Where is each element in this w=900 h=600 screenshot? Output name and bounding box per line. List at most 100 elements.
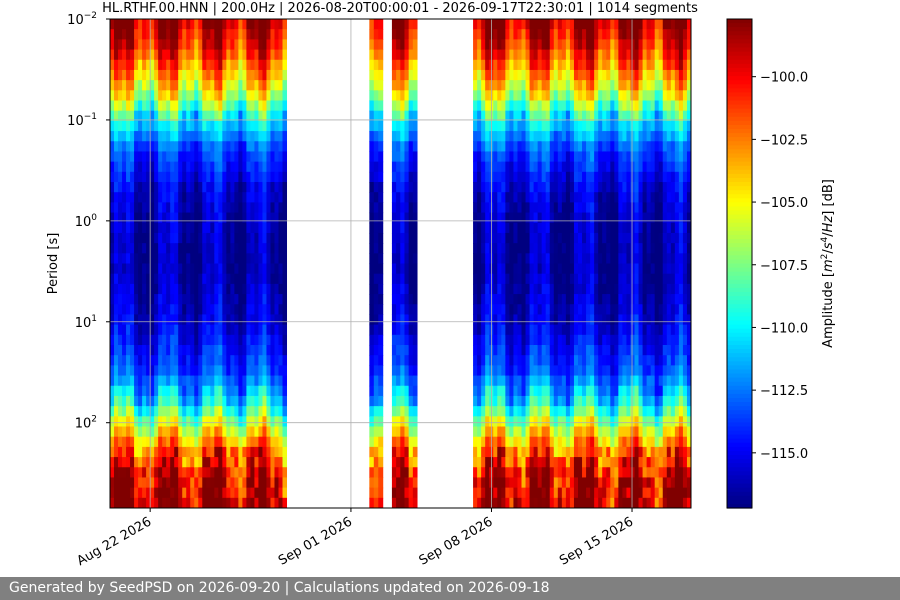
colorbar-band [727,422,752,428]
colorbar-band [727,459,752,464]
psd-spectrogram-chart: 10−2 10−1 100 101 102 Period [s] Aug 22 2026 Se… [46,1,836,569]
colorbar-band [727,353,752,358]
colorbar-band [727,292,752,297]
y-axis: 10−2 10−1 100 101 102 [67,11,110,432]
y-axis-label: Period [s] [46,233,61,295]
colorbar-band [727,194,752,199]
chart-title: HL.RTHF.00.HNN | 200.0Hz | 2026-08-20T00… [102,1,698,16]
colorbar-band [727,349,752,354]
colorbar-band [727,165,752,171]
colorbar-band [727,84,752,89]
colorbar-band [727,63,752,69]
y-tick-label-2: 100 [75,213,98,230]
colorbar-band [727,230,752,236]
colorbar-tick-label-1: −102.5 [760,133,808,148]
data-segment-3 [473,19,691,508]
colorbar-band [727,59,752,65]
colorbar-band [727,198,752,203]
colorbar-band [727,43,752,49]
colorbar-band [727,373,752,379]
colorbar-band [727,27,752,32]
colorbar-band [727,186,752,191]
data-segment-1 [369,19,384,508]
colorbar-band [727,389,752,395]
colorbar-band [727,434,752,440]
colorbar-band [727,475,752,481]
colorbar-band [727,88,752,93]
colorbar-band [727,234,752,240]
colorbar-band [727,397,752,403]
colorbar-band [727,503,752,509]
colorbar-band [727,247,752,252]
x-tick-label-1: Sep 01 2026 [276,514,355,568]
colorbar-band [727,214,752,220]
colorbar-band [727,161,752,167]
colorbar-band [727,243,752,248]
colorbar-band [727,418,752,424]
colorbar-tick-label-4: −110.0 [760,321,808,336]
colorbar-band [727,287,752,293]
plot-frame [109,18,692,509]
colorbar-band [727,137,752,142]
x-tick-label-2: Sep 08 2026 [417,514,496,568]
colorbar-band [727,80,752,85]
colorbar-band [727,283,752,289]
colorbar-band [727,308,752,313]
colorbar-band [727,467,752,472]
colorbar-band [727,320,752,326]
colorbar-band [727,35,752,40]
colorbar-band [727,324,752,330]
colorbar-band [727,499,752,505]
colorbar-band [727,393,752,399]
y-tick-label-3: 101 [75,314,97,331]
y-tick-label-4: 102 [75,415,97,432]
colorbar-tick-label-2: −105.0 [760,196,808,211]
colorbar-band [727,479,752,485]
colorbar-band [727,446,752,452]
colorbar-band [727,255,752,261]
colorbar-band [727,108,752,114]
colorbar-band [727,271,752,277]
colorbar-band [727,31,752,36]
colorbar-band [727,169,752,175]
colorbar-band [727,430,752,436]
colorbar-band [727,190,752,195]
colorbar-band [727,218,752,224]
x-axis: Aug 22 2026 Sep 01 2026 Sep 08 2026 Sep 15 … [75,508,636,569]
colorbar-band [727,361,752,366]
colorbar-band [727,51,752,57]
colorbar-label: Amplitude [m2/s4/Hz] [dB] [820,179,836,348]
colorbar-band [727,471,752,476]
colorbar-band [727,483,752,489]
colorbar-band [727,92,752,98]
colorbar-band [727,312,752,318]
colorbar-band [727,442,752,448]
colorbar: −100.0 −102.5 −105.0 −107.5 −110.0 −112.5 −115… [726,18,836,509]
colorbar-band [727,267,752,273]
colorbar-band [727,39,752,45]
colorbar-band [727,71,752,77]
colorbar-band [727,141,752,146]
colorbar-band [727,495,752,501]
colorbar-band [727,316,752,322]
colorbar-band [727,67,752,73]
colorbar-band [727,177,752,183]
colorbar-tick-label-3: −107.5 [760,259,808,274]
colorbar-band [727,259,752,265]
colorbar-band [727,450,752,456]
colorbar-band [727,104,752,110]
colorbar-band [727,173,752,179]
colorbar-band [727,296,752,301]
colorbar-band [727,157,752,163]
colorbar-band [727,182,752,187]
colorbar-band [727,328,752,334]
colorbar-band [727,153,752,159]
footer-bar: Generated by SeedPSD on 2026-09-20 | Cal… [0,577,900,600]
spectrogram-cells [110,19,691,508]
colorbar-band [727,340,752,346]
colorbar-band [727,300,752,305]
colorbar-band [727,55,752,61]
colorbar-band [727,487,752,493]
colorbar-band [727,222,752,228]
colorbar-band [727,263,752,269]
